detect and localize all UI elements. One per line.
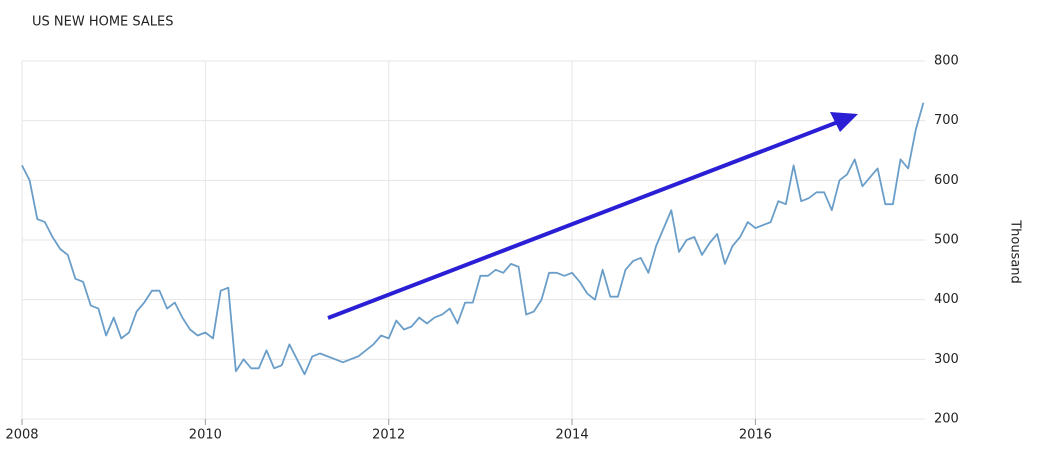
series-line <box>21 102 925 376</box>
x-tick-label: 2016 <box>739 428 772 443</box>
y-tick-label: 500 <box>934 233 959 248</box>
chart-title: US NEW HOME SALES <box>32 15 174 30</box>
x-tick-label: 2008 <box>5 428 38 443</box>
y-tick-label: 400 <box>934 292 959 307</box>
y-tick-label: 800 <box>934 54 959 69</box>
x-tick-label: 2012 <box>372 428 405 443</box>
arrow-head <box>830 112 858 132</box>
y-tick-label: 600 <box>934 173 959 188</box>
arrow-shaft <box>327 120 839 320</box>
x-tick-label: 2010 <box>189 428 222 443</box>
y-tick-label: 700 <box>934 113 959 128</box>
y-tick-label: 200 <box>934 412 959 427</box>
y-axis-label: Thousand <box>1008 219 1023 284</box>
plot <box>21 102 925 376</box>
y-tick-label: 300 <box>934 352 959 367</box>
x-tick-label: 2014 <box>556 428 589 443</box>
grid <box>21 60 925 425</box>
trend-arrow <box>327 112 858 320</box>
